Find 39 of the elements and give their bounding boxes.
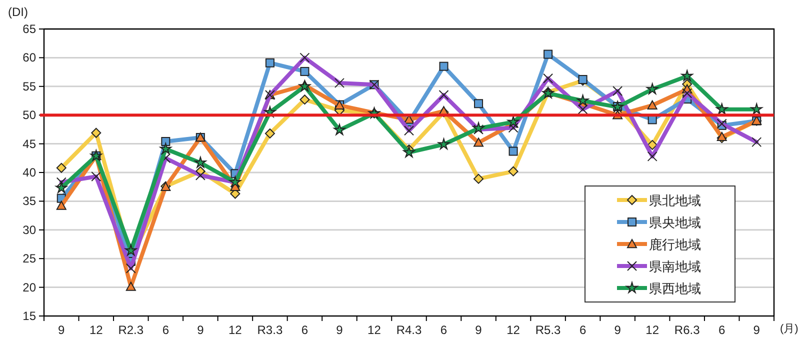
x-tick-label: 6: [579, 323, 586, 337]
legend-label: 県南地域: [649, 259, 701, 274]
x-tick-label: 12: [89, 323, 104, 337]
x-tick-label: 12: [646, 323, 660, 337]
x-tick-label: 9: [475, 323, 482, 337]
x-tick-label: 9: [614, 323, 622, 337]
x-tick-label: 6: [718, 323, 726, 337]
y-tick-label: 30: [22, 222, 36, 237]
y-axis-title: (DI): [8, 5, 28, 19]
y-tick-label: 40: [22, 166, 36, 180]
x-tick-label: 6: [162, 323, 170, 337]
x-tick-label: R4.3: [396, 323, 422, 337]
x-tick-label: 12: [368, 323, 382, 337]
x-tick-label: 9: [197, 323, 204, 337]
x-tick-label: 9: [58, 323, 66, 337]
y-tick-label: 15: [22, 309, 36, 323]
x-tick-label: 9: [753, 323, 760, 337]
y-tick-label: 20: [22, 280, 36, 294]
y-tick-label: 55: [22, 79, 36, 94]
x-tick-label: 12: [228, 323, 242, 337]
x-tick-label: 9: [336, 323, 344, 337]
y-tick-label: 65: [22, 22, 36, 36]
legend-label: 県西地域: [649, 281, 701, 296]
legend-label: 県央地域: [649, 215, 701, 230]
x-tick-label: R6.3: [674, 323, 700, 337]
y-tick-label: 50: [22, 108, 36, 122]
x-tick-label: 6: [440, 323, 448, 337]
y-tick-label: 35: [22, 194, 36, 208]
x-tick-label: R3.3: [257, 323, 283, 337]
x-tick-label: R2.3: [118, 323, 144, 337]
x-tick-label: 6: [301, 323, 308, 337]
y-tick-label: 45: [22, 136, 36, 151]
y-tick-label: 25: [22, 252, 36, 266]
legend-label: 鹿行地域: [649, 237, 701, 252]
y-tick-label: 60: [22, 50, 36, 65]
x-tick-label: 12: [506, 323, 520, 337]
x-tick-label: R5.3: [535, 323, 562, 337]
legend-label: 県北地域: [649, 193, 701, 208]
x-axis-title: (月): [780, 323, 798, 335]
